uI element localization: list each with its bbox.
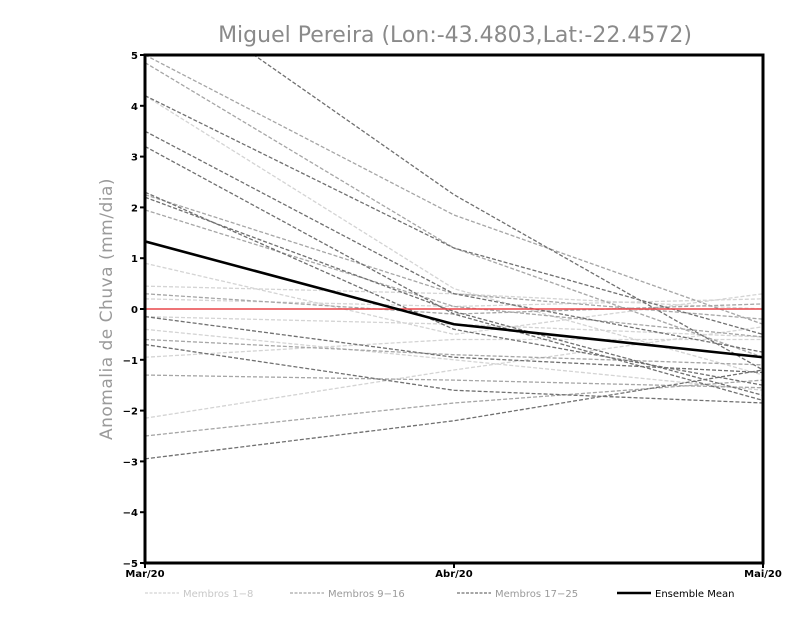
member-lines [145, 55, 763, 460]
member-line-m5 [145, 315, 763, 338]
member-line-m6 [145, 338, 763, 358]
member-line-m17 [252, 55, 763, 371]
x-tick-label: Abr/20 [435, 569, 472, 580]
member-line-m14 [145, 374, 763, 389]
member-line-m18 [145, 95, 763, 336]
member-line-m23 [145, 315, 763, 374]
legend: Membros 1−8 Membros 9−16 Membros 17−25 Ense… [145, 589, 734, 600]
x-ticks: Mar/20 Abr/20 Mai/20 [125, 563, 782, 580]
y-ticks: 5 4 3 2 1 0 −1 −2 −3 −4 −5 [123, 51, 145, 570]
member-line-m2 [145, 262, 763, 336]
member-line-m13 [145, 338, 763, 366]
y-tick-label: −2 [123, 407, 138, 418]
y-tick-label: 1 [131, 254, 138, 265]
legend-label: Membros 9−16 [328, 589, 405, 600]
member-line-m22 [145, 196, 763, 396]
y-tick-label: −1 [123, 356, 138, 367]
member-line-m21 [145, 191, 763, 386]
legend-label: Membros 1−8 [183, 589, 253, 600]
legend-label: Ensemble Mean [655, 589, 734, 600]
member-line-m4 [145, 298, 763, 308]
chart-title: Miguel Pereira (Lon:-43.4803,Lat:-22.457… [218, 23, 692, 48]
y-tick-label: 4 [131, 102, 138, 113]
member-line-m24 [145, 343, 763, 404]
member-line-m8 [145, 328, 763, 391]
legend-label: Membros 17−25 [495, 589, 578, 600]
y-tick-label: 3 [131, 153, 138, 164]
member-line-m20 [145, 145, 763, 402]
y-axis-label: Anomalia de Chuva (mm/dia) [97, 178, 117, 440]
member-line-m25 [145, 369, 763, 460]
member-line-m10 [145, 62, 763, 358]
member-line-m9 [145, 55, 763, 325]
member-line-m19 [145, 130, 763, 353]
y-tick-label: −5 [123, 559, 138, 570]
y-tick-label: −4 [123, 508, 138, 519]
x-tick-label: Mai/20 [744, 569, 782, 580]
y-tick-label: 2 [131, 203, 138, 214]
member-line-m7 [145, 326, 763, 419]
member-line-m15 [145, 379, 763, 437]
y-tick-label: −3 [123, 457, 138, 468]
x-tick-label: Mar/20 [125, 569, 164, 580]
y-tick-label: 0 [131, 305, 138, 316]
y-tick-label: 5 [131, 51, 138, 62]
member-line-m11 [145, 209, 763, 338]
ensemble-mean-line [145, 240, 763, 359]
ensemble-mean-group [145, 240, 763, 359]
